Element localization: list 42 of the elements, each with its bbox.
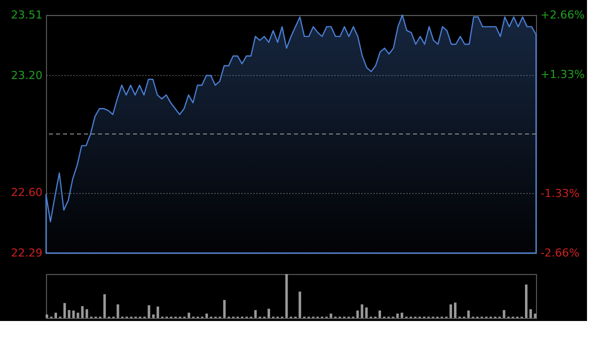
bar xyxy=(298,292,302,318)
bar xyxy=(103,294,106,318)
bar xyxy=(450,304,452,318)
bar xyxy=(365,307,368,318)
bar xyxy=(502,310,506,318)
bar xyxy=(223,300,226,318)
bar xyxy=(63,303,66,318)
bar xyxy=(46,314,48,318)
bar xyxy=(360,304,364,318)
bar xyxy=(148,305,150,318)
y-tick-label: 23.51 xyxy=(11,8,42,22)
bar xyxy=(524,284,528,318)
y2-tick-label: -1.33% xyxy=(540,187,580,200)
bar xyxy=(330,314,332,318)
bar xyxy=(268,308,270,318)
bar xyxy=(188,312,190,318)
y2-tick-label: +2.66% xyxy=(540,8,585,22)
bar xyxy=(152,314,155,318)
bar xyxy=(356,310,359,318)
y-tick-label: 22.60 xyxy=(11,186,42,200)
y-tick-label: 22.29 xyxy=(11,246,42,260)
bar xyxy=(76,312,80,318)
bar xyxy=(72,310,75,318)
y2-tick-label: +1.33% xyxy=(540,68,585,81)
bar xyxy=(68,310,70,318)
bar xyxy=(116,304,120,318)
bar xyxy=(81,306,84,318)
y-tick-label: 23.20 xyxy=(11,68,42,82)
bar xyxy=(529,309,532,318)
bar xyxy=(254,310,257,318)
y2-tick-label: -2.66% xyxy=(540,246,580,260)
bar xyxy=(205,314,208,318)
bar xyxy=(400,312,404,318)
bar xyxy=(467,310,470,318)
bar xyxy=(378,310,382,318)
bar xyxy=(534,314,536,318)
bar xyxy=(86,309,88,318)
bar xyxy=(285,274,288,318)
bar xyxy=(454,302,456,318)
bar xyxy=(54,312,58,318)
bar xyxy=(396,314,399,318)
bar xyxy=(156,306,160,318)
